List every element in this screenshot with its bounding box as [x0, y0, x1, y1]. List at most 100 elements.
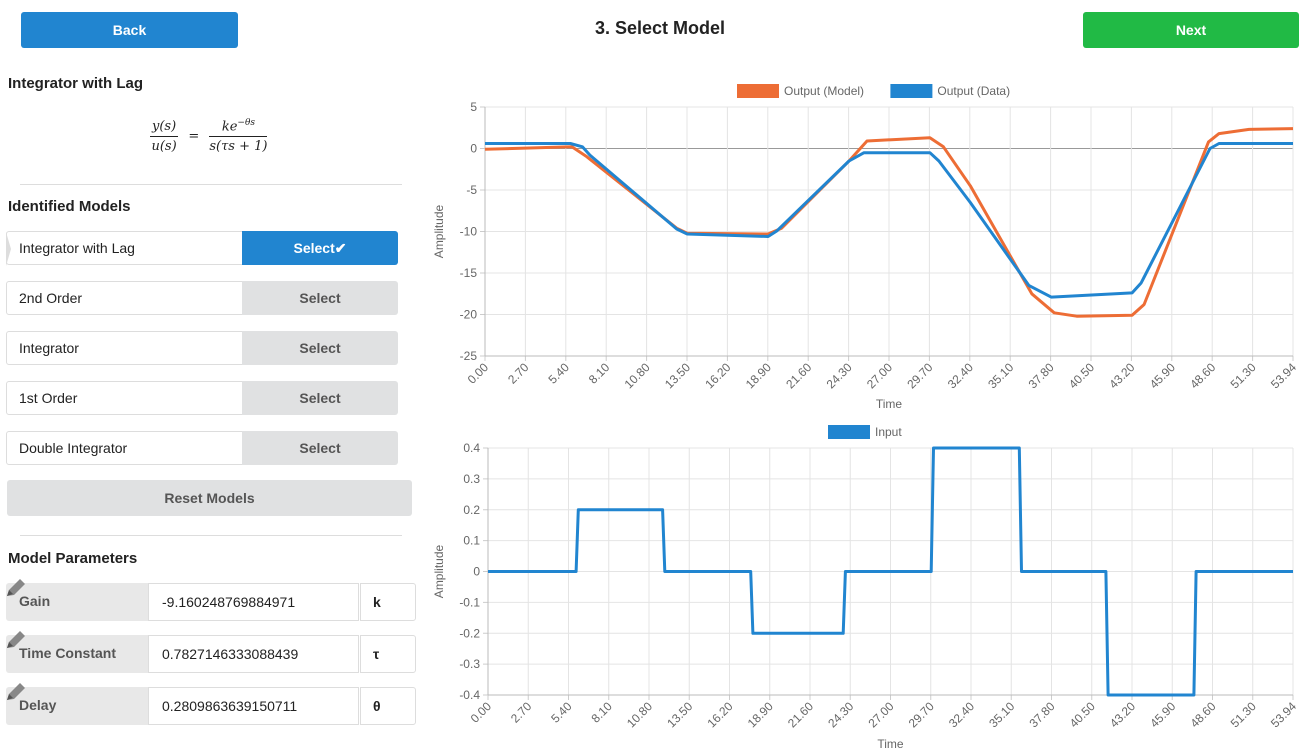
x-tick-label: 40.50	[1066, 360, 1097, 391]
delay-input[interactable]: 0.2809863639150711	[148, 687, 359, 725]
y-tick-label: -0.1	[459, 595, 480, 609]
pencil-icon[interactable]	[4, 681, 28, 703]
select-button-2nd-order[interactable]: Select	[242, 281, 398, 315]
x-tick-label: 21.60	[785, 699, 816, 730]
time-constant-unit: τ	[360, 635, 416, 673]
select-button-integrator-with-lag[interactable]: Select✔	[242, 231, 398, 265]
y-tick-label: 5	[470, 100, 477, 114]
x-tick-label: 16.20	[702, 360, 733, 391]
x-tick-label: 24.30	[825, 699, 856, 730]
x-tick-label: 8.10	[586, 360, 613, 387]
model-label: Double Integrator	[19, 440, 128, 456]
y-tick-label: 0.3	[463, 472, 480, 486]
input-chart: Input 0.4 0.3 0.2 0.1 0 -0.1 -0.2 -0.3 -0.40.00 2.…	[432, 425, 1299, 751]
y-tick-label: -20	[460, 308, 478, 322]
y-tick-label: -0.2	[459, 626, 480, 640]
row-notch	[6, 232, 11, 266]
x-tick-label: 45.90	[1147, 699, 1178, 730]
model-row-integrator: Integrator Select	[6, 331, 398, 365]
legend-swatch	[890, 84, 933, 98]
divider	[20, 184, 402, 185]
y-axis-label: Amplitude	[432, 545, 446, 599]
x-tick-label: 32.40	[945, 360, 976, 391]
x-tick-label: 48.60	[1187, 360, 1218, 391]
y-tick-label: 0	[470, 142, 477, 156]
x-tick-label: 18.90	[743, 360, 774, 391]
x-tick-label: 53.94	[1268, 699, 1299, 730]
gain-unit: k	[360, 583, 416, 621]
transfer-function-equation: y(s) u(s) = ke−θs s(τs + 1)	[150, 118, 268, 155]
legend-swatch	[828, 425, 870, 439]
x-tick-label: 13.50	[664, 699, 695, 730]
output-chart: Output (Model) Output (Data) 5 0 -5 -10 -15 -20…	[432, 84, 1299, 411]
pencil-icon[interactable]	[4, 577, 28, 599]
x-tick-label: 27.00	[864, 360, 895, 391]
gain-input[interactable]: -9.160248769884971	[148, 583, 359, 621]
y-axis-label: Amplitude	[432, 205, 446, 259]
x-tick-label: 24.30	[824, 360, 855, 391]
x-tick-label: 2.70	[508, 699, 535, 726]
model-label: 1st Order	[19, 390, 78, 406]
model-name: Integrator with Lag	[8, 75, 143, 92]
model-parameters-title: Model Parameters	[8, 550, 138, 567]
param-label-time-constant: Time Constant	[6, 631, 148, 673]
y-tick-label: 0.4	[463, 441, 480, 455]
y-tick-label: -5	[466, 183, 477, 197]
x-tick-label: 53.94	[1268, 360, 1299, 391]
x-axis-label: Time	[877, 737, 904, 751]
legend-label: Output (Data)	[937, 84, 1010, 98]
x-tick-label: 5.40	[546, 360, 573, 387]
delay-unit: θ	[360, 687, 416, 725]
x-tick-label: 51.30	[1228, 360, 1259, 391]
legend-label: Input	[875, 425, 902, 439]
x-tick-label: 35.10	[986, 699, 1017, 730]
y-tick-label: 0	[473, 565, 480, 579]
legend-swatch	[737, 84, 779, 98]
x-tick-label: 43.20	[1106, 360, 1137, 391]
model-row-integrator-with-lag: Integrator with Lag Select✔	[6, 231, 398, 266]
x-tick-label: 37.80	[1026, 699, 1057, 730]
param-label-delay: Delay	[6, 683, 148, 725]
pencil-icon[interactable]	[4, 629, 28, 651]
legend-label: Output (Model)	[784, 84, 864, 98]
x-tick-label: 10.80	[622, 360, 653, 391]
back-button[interactable]: Back	[21, 12, 238, 48]
param-label-gain: Gain	[6, 579, 148, 621]
reset-models-button[interactable]: Reset Models	[7, 480, 412, 516]
model-row-2nd-order: 2nd Order Select	[6, 281, 398, 315]
x-tick-label: 0.00	[468, 699, 495, 726]
x-tick-label: 0.00	[465, 360, 492, 387]
x-tick-label: 10.80	[624, 699, 655, 730]
x-tick-label: 51.30	[1228, 699, 1259, 730]
x-tick-label: 27.00	[865, 699, 896, 730]
page-title: 3. Select Model	[594, 18, 726, 38]
x-tick-label: 35.10	[985, 360, 1016, 391]
next-button[interactable]: Next	[1083, 12, 1299, 48]
model-row-1st-order: 1st Order Select	[6, 381, 398, 415]
model-label: 2nd Order	[19, 290, 83, 306]
x-tick-label: 29.70	[906, 699, 937, 730]
y-tick-label: 0.1	[463, 534, 480, 548]
y-tick-label: -0.4	[459, 688, 480, 702]
x-tick-label: 48.60	[1187, 699, 1218, 730]
x-tick-label: 21.60	[783, 360, 814, 391]
series-line-input	[488, 446, 1293, 697]
x-tick-label: 18.90	[745, 699, 776, 730]
model-row-double-integrator: Double Integrator Select	[6, 431, 398, 465]
select-button-1st-order[interactable]: Select	[242, 381, 398, 415]
select-button-integrator[interactable]: Select	[242, 331, 398, 365]
x-tick-label: 5.40	[548, 699, 575, 726]
select-button-double-integrator[interactable]: Select	[242, 431, 398, 465]
x-tick-label: 16.20	[704, 699, 735, 730]
identified-models-title: Identified Models	[8, 198, 131, 215]
model-label: Integrator with Lag	[19, 240, 135, 256]
y-tick-label: -15	[460, 266, 478, 280]
y-tick-label: -10	[460, 225, 478, 239]
x-axis-label: Time	[876, 397, 903, 411]
x-tick-label: 40.50	[1067, 699, 1098, 730]
x-tick-label: 45.90	[1147, 360, 1178, 391]
x-tick-label: 13.50	[662, 360, 693, 391]
time-constant-input[interactable]: 0.7827146333088439	[148, 635, 359, 673]
x-tick-label: 32.40	[946, 699, 977, 730]
model-label: Integrator	[19, 340, 79, 356]
